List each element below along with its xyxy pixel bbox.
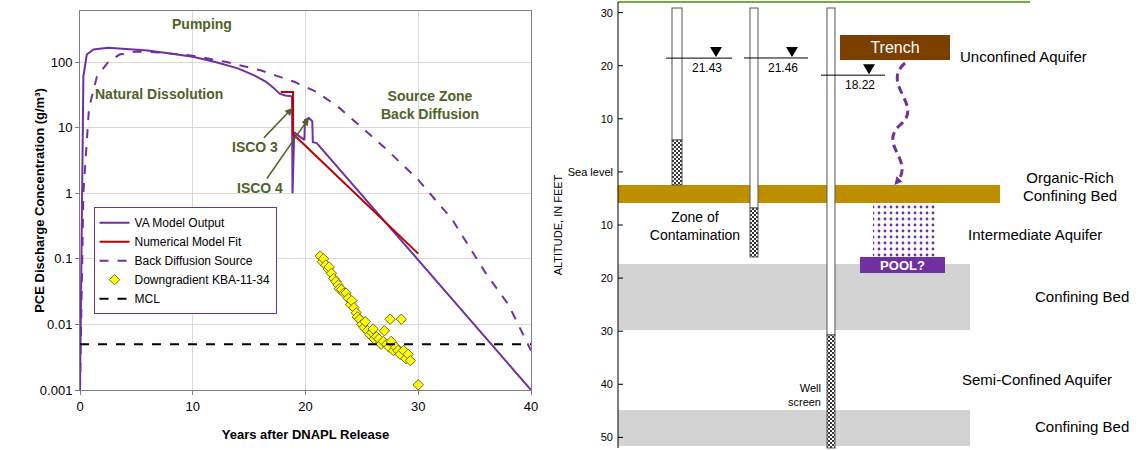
svg-text:10: 10 [601, 219, 613, 231]
svg-text:20: 20 [601, 272, 613, 284]
svg-text:Confining Bed: Confining Bed [1035, 418, 1129, 435]
svg-text:screen: screen [788, 396, 821, 408]
svg-text:ALTITUDE, IN FEET: ALTITUDE, IN FEET [552, 174, 564, 275]
svg-text:Downgradient KBA-11-34: Downgradient KBA-11-34 [135, 273, 271, 287]
svg-text:30: 30 [601, 325, 613, 337]
svg-text:10: 10 [58, 120, 72, 135]
svg-text:ISCO 4: ISCO 4 [237, 180, 283, 196]
svg-text:30: 30 [601, 7, 613, 19]
svg-text:Source ZoneBack Diffusion: Source ZoneBack Diffusion [381, 88, 479, 122]
svg-text:Unconfined Aquifer: Unconfined Aquifer [960, 48, 1087, 65]
svg-text:0.01: 0.01 [47, 317, 72, 332]
svg-text:1: 1 [65, 186, 72, 201]
svg-text:VA Model Output: VA Model Output [135, 216, 225, 230]
svg-text:Intermediate Aquifer: Intermediate Aquifer [968, 226, 1102, 243]
svg-text:Sea level: Sea level [568, 166, 613, 178]
svg-text:0: 0 [76, 399, 83, 414]
svg-text:ISCO 3: ISCO 3 [232, 139, 278, 155]
svg-text:0.001: 0.001 [40, 383, 73, 398]
svg-text:20: 20 [298, 399, 312, 414]
svg-text:21.46: 21.46 [768, 61, 798, 75]
svg-text:Zone of: Zone of [671, 209, 719, 225]
svg-text:PCE Discharge Concentration (g: PCE Discharge Concentration (g/m³) [32, 88, 47, 313]
svg-text:50: 50 [601, 431, 613, 443]
svg-text:10: 10 [601, 113, 613, 125]
svg-text:Well: Well [800, 382, 821, 394]
svg-text:Back Diffusion Source: Back Diffusion Source [135, 254, 253, 268]
svg-text:10: 10 [186, 399, 200, 414]
svg-text:100: 100 [51, 55, 73, 70]
svg-text:Years after DNAPL Release: Years after DNAPL Release [222, 427, 389, 442]
svg-text:Confining Bed: Confining Bed [1035, 288, 1129, 305]
svg-text:Organic-Rich: Organic-Rich [1026, 169, 1114, 186]
svg-text:30: 30 [411, 399, 425, 414]
svg-text:Contamination: Contamination [650, 227, 740, 243]
svg-text:Numerical Model Fit: Numerical Model Fit [135, 235, 242, 249]
svg-text:20: 20 [601, 60, 613, 72]
svg-text:18.22: 18.22 [845, 78, 875, 92]
svg-text:Trench: Trench [870, 39, 919, 56]
svg-text:40: 40 [601, 378, 613, 390]
svg-text:21.43: 21.43 [692, 61, 722, 75]
svg-text:Natural Dissolution: Natural Dissolution [95, 86, 223, 102]
svg-text:Confining Bed: Confining Bed [1023, 187, 1117, 204]
svg-text:0.1: 0.1 [54, 251, 72, 266]
svg-text:POOL?: POOL? [880, 258, 925, 273]
svg-text:Semi-Confined Aquifer: Semi-Confined Aquifer [962, 371, 1112, 388]
svg-text:Pumping: Pumping [172, 16, 232, 32]
svg-text:40: 40 [524, 399, 538, 414]
svg-text:MCL: MCL [135, 292, 161, 306]
